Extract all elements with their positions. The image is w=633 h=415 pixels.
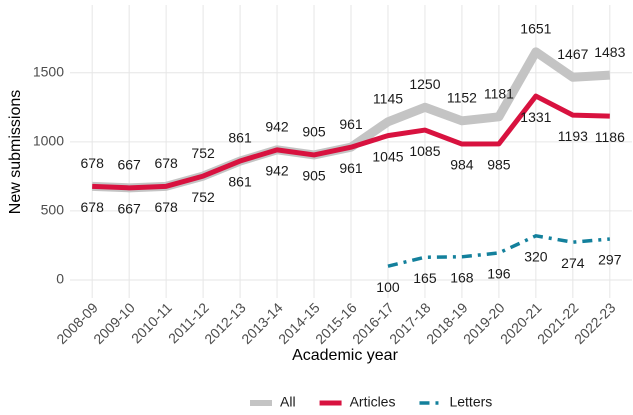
data-label: 678	[154, 199, 178, 215]
data-label: 168	[450, 270, 474, 286]
data-label: 100	[376, 279, 400, 295]
data-label: 1250	[409, 76, 440, 92]
data-label: 320	[524, 249, 548, 265]
data-label: 984	[450, 157, 474, 173]
data-label: 861	[228, 174, 252, 190]
y-tick-label: 1000	[33, 133, 64, 149]
x-tick-label: 2009-10	[90, 299, 138, 347]
y-tick-label: 1500	[33, 63, 64, 79]
data-label: 667	[117, 201, 141, 217]
y-tick-label: 0	[56, 271, 64, 287]
grid	[70, 5, 632, 298]
data-label: 905	[302, 124, 326, 140]
data-label: 1193	[558, 128, 588, 144]
data-label: 752	[191, 189, 215, 205]
data-label: 1186	[595, 129, 625, 145]
x-axis-title: Academic year	[292, 347, 398, 364]
data-label: 1152	[447, 90, 477, 106]
data-label: 1651	[520, 21, 551, 37]
data-label: 165	[413, 270, 437, 286]
data-label: 961	[339, 116, 363, 132]
data-label: 196	[487, 266, 511, 282]
data-label: 274	[561, 255, 585, 271]
data-label: 985	[487, 157, 511, 173]
data-label: 942	[265, 163, 289, 179]
data-label: 667	[117, 157, 141, 173]
data-label: 942	[265, 119, 289, 135]
y-tick-label: 500	[41, 202, 65, 218]
data-label: 1181	[484, 86, 514, 102]
data-label: 752	[191, 145, 215, 161]
x-tick-label: 2022-23	[571, 299, 619, 347]
data-label: 297	[598, 252, 622, 268]
data-label: 1483	[594, 44, 625, 60]
data-label: 1045	[372, 148, 403, 164]
data-label: 678	[81, 199, 105, 215]
data-label: 678	[154, 155, 178, 171]
data-label: 678	[81, 155, 105, 171]
data-label: 1145	[373, 90, 403, 106]
legend-label: Letters	[449, 394, 492, 410]
line-articles	[92, 93, 610, 191]
data-label: 1467	[557, 46, 588, 62]
legend-label: All	[280, 394, 296, 410]
data-label: 905	[302, 168, 326, 184]
data-label: 961	[339, 160, 363, 176]
y-axis-title: New submissions	[7, 90, 24, 214]
data-label: 1085	[409, 143, 440, 159]
legend-label: Articles	[350, 394, 396, 410]
data-label: 1331	[520, 109, 551, 125]
data-label: 861	[228, 130, 252, 146]
